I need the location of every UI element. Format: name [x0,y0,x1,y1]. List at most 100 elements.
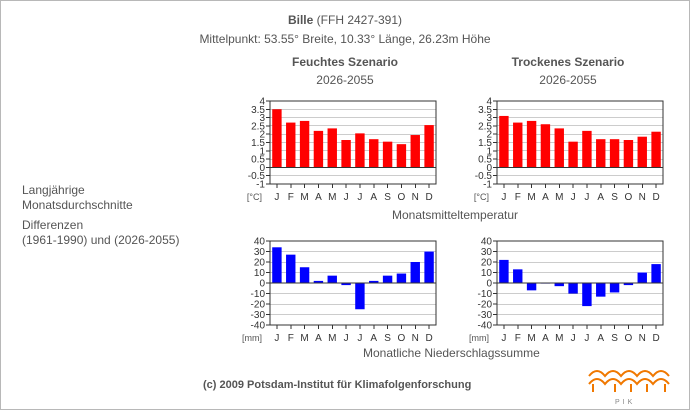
chart-prec-dry-bar [554,283,564,287]
chart-prec-dry-unit-label: [mm] [469,333,489,343]
chart-temp-wet-bar [369,139,379,168]
chart-prec-dry-bar [609,283,620,293]
chart-prec-dry-bar [596,283,606,297]
chart-temp-wet-ytick-label: 3 [259,113,265,124]
chart-temp-wet-bar [341,140,351,168]
chart-prec-wet-xtick-label: M [328,333,336,344]
chart-prec-dry-ytick-label: 40 [481,237,493,248]
chart-prec-dry-xtick-label: J [571,333,576,344]
chart-temp-wet-ytick-label: 1 [259,146,265,157]
chart-temp-wet-ytick-label: 4 [259,97,265,108]
chart-temp-wet-bar [410,135,420,168]
chart-prec-dry-ytick-label: -30 [478,310,493,321]
chart-prec-dry-bar [568,283,578,294]
chart-prec-dry-xtick-label: N [639,333,646,344]
chart-prec-wet-xtick-label: F [288,333,294,344]
chart-temp-dry-ytick-label: -1 [483,180,492,191]
chart-temp-dry-bar [596,139,606,168]
chart-temp-dry-ytick-label: 3.5 [478,105,492,116]
chart-prec-dry-ytick-label: 30 [481,247,493,258]
chart-temp-dry-ytick-label: 0 [486,163,492,174]
chart-prec-wet-xtick-label: A [370,333,377,344]
chart-temp-dry-ytick-label: -0.5 [475,171,493,182]
chart-prec-wet-xtick-label: A [315,333,322,344]
chart-temp-dry-xtick-label: M [555,192,563,203]
chart-prec-wet-ytick-label: 10 [254,268,266,279]
chart-prec-dry-xtick-label: J [584,333,589,344]
chart-temp-wet-ytick-label: 1.5 [251,138,265,149]
chart-temp-wet-ytick-label: 3.5 [251,105,265,116]
chart-prec-dry-ytick-label: -40 [478,321,493,332]
chart-prec-wet-bar [369,280,379,283]
figure-title: Bille (FFH 2427-391) [0,13,690,27]
chart-temp-wet-xtick-label: N [412,192,419,203]
chart-prec-wet-ytick-label: -10 [251,289,266,300]
chart-temp-dry-xtick-label: A [597,192,604,203]
chart-temp-dry-bar [609,139,620,168]
chart-prec-wet-bar [272,247,282,283]
chart-prec-wet-xtick-label: D [425,333,432,344]
chart-prec-dry-ytick-label: 10 [481,268,493,279]
left-label-line4: (1961-1990) und (2026-2055) [22,233,180,247]
chart-temp-wet-xtick-label: D [425,192,432,203]
chart-temp-wet-xtick-label: J [357,192,362,203]
chart-temp-dry-xtick-label: J [501,192,506,203]
chart-temp-dry-ytick-label: 2 [486,130,492,141]
chart-temp-wet-xtick-label: S [384,192,391,203]
chart-temp-dry-ytick-label: 0.5 [478,155,492,166]
chart-temp-dry-bar [651,131,661,168]
chart-prec-wet-bar [424,251,434,283]
chart-prec-dry-ytick-label: -20 [478,300,493,311]
chart-prec-wet-ytick-label: -20 [251,300,266,311]
chart-temp-dry-xtick-label: D [652,192,659,203]
chart-temp-wet-bar [382,141,393,168]
dry-scenario-period: 2026-2055 [539,73,597,87]
chart-temp-wet-xtick-label: J [274,192,279,203]
chart-temp-dry-bar [513,122,523,168]
chart-prec-dry-xtick-label: D [652,333,659,344]
chart-prec-wet-xtick-label: N [412,333,419,344]
chart-temp-dry-ytick-label: 4 [486,97,492,108]
chart-temp-dry-bar [568,141,578,168]
chart-prec-wet-bar [286,254,296,283]
chart-temp-wet-xtick-label: A [315,192,322,203]
chart-temp-wet-unit-label: [°C] [247,192,262,202]
chart-temp-dry-ytick-label: 2.5 [478,121,492,132]
chart-temp-dry-ytick-label: 3 [486,113,492,124]
chart-prec-wet-xtick-label: J [344,333,349,344]
chart-prec-wet-bar [396,273,407,283]
chart-temp-wet-ytick-label: -0.5 [248,171,266,182]
chart-prec-dry-xtick-label: O [625,333,633,344]
chart-prec-dry-bar [499,259,509,283]
chart-prec-wet-xtick-label: O [398,333,406,344]
chart-temp-dry-xtick-label: S [611,192,618,203]
chart-prec-wet-bar [341,283,351,286]
chart-temp-wet-bar [313,130,324,168]
wet-scenario-title: Feuchtes Szenario [291,55,399,69]
center-info: Mittelpunkt: 53.55° Breite, 10.33° Länge… [199,32,491,46]
chart-prec-dry-xtick-label: S [611,333,618,344]
chart-prec-wet-unit-label: [mm] [242,333,262,343]
chart-prec-dry-xtick-label: F [515,333,521,344]
chart-temp-wet-ytick-label: 0 [259,163,265,174]
chart-temp-dry-xtick-label: A [542,192,549,203]
chart-prec-wet-bar [410,262,420,283]
chart-temp-dry-bar [623,140,634,168]
temperature-row-label: Monatsmitteltemperatur [392,208,519,222]
chart-temp-wet-xtick-label: M [328,192,336,203]
chart-temp-dry-ytick-label: 1 [486,146,492,157]
chart-prec-wet-bar [299,267,310,283]
site-code: (FFH 2427-391) [316,13,403,27]
logo-text: PIK [615,399,635,406]
dry-scenario-title: Trockenes Szenario [511,55,625,69]
precipitation-row-label: Monatliche Niederschlagssumme [363,346,540,360]
chart-temp-wet-bar [396,144,407,168]
chart-prec-dry-bar [651,264,661,283]
chart-temp-wet-xtick-label: O [398,192,406,203]
chart-temp-dry-bar [526,120,537,168]
chart-temp-wet-ytick-label: 2 [259,130,265,141]
chart-prec-dry-ytick-label: 0 [486,279,492,290]
wet-scenario-period: 2026-2055 [316,73,374,87]
